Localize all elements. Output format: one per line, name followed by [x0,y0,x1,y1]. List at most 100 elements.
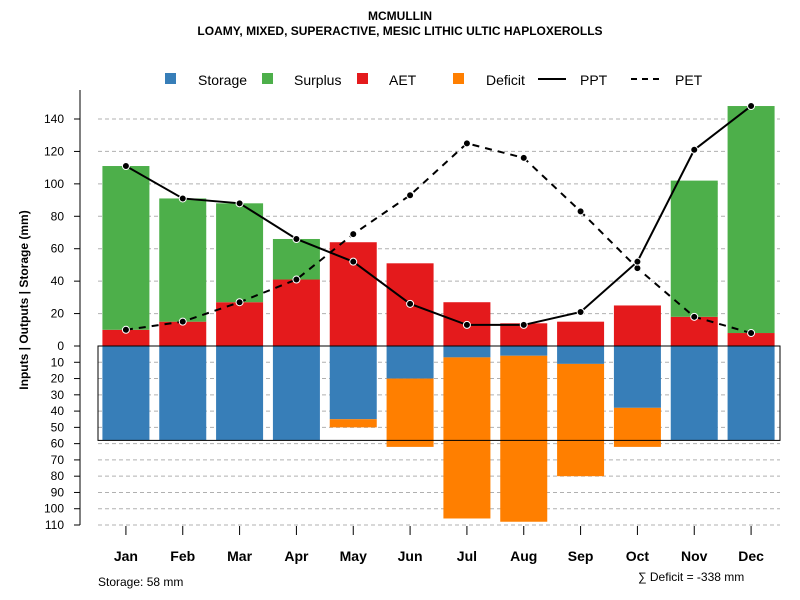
storage-bar [557,346,605,364]
ppt-line-point [121,162,130,171]
y-tick-label: 40 [51,404,65,418]
storage-bar [443,346,491,358]
deficit-bar [329,419,377,428]
aet-bar [159,321,207,346]
legend-pet-label: PET [675,72,703,88]
y-tick-label: 140 [44,112,64,126]
pet-line [125,142,752,334]
y-tick-label: 40 [51,274,65,288]
deficit-note: ∑ Deficit = -338 mm [638,570,745,584]
storage-bar [670,346,718,441]
ppt-line-point [292,234,301,243]
legend-deficit-label: Deficit [486,72,525,88]
legend-aet-swatch [357,73,368,84]
pet-line-point [747,329,756,338]
axes: 0 20 40 60 80 100 120 140 10 20 30 40 50 60 70 80 90 100 1… [44,90,764,564]
chart-subtitle: LOAMY, MIXED, SUPERACTIVE, MESIC LITHIC … [197,24,603,38]
series-lines [121,102,756,338]
x-tick-label: Sep [568,548,594,564]
aet-bar [272,279,320,346]
aet-bar [557,321,605,346]
deficit-bar [443,357,491,519]
aet-bar [727,333,775,346]
x-tick-label: Apr [284,548,309,564]
grid-lines [98,118,780,526]
surplus-bar [102,166,150,330]
y-tick-label: 80 [51,209,65,223]
pet-line-point [462,139,471,148]
y-tick-label: 0 [57,339,64,353]
x-tick-label: Jul [457,548,477,564]
x-tick-label: Oct [626,548,650,564]
pet-line-point [349,230,358,239]
storage-bar [159,346,207,441]
x-tick-label: Aug [510,548,537,564]
storage-capacity-box [97,345,781,441]
aet-bar [216,302,264,346]
y-tick-label: 100 [44,177,64,191]
ppt-line [125,105,752,326]
surplus-bar [670,180,718,317]
ppt-line-point [462,320,471,329]
legend-deficit-swatch [453,73,464,84]
x-tick-label: Nov [681,548,708,564]
ppt-line-point [519,320,528,329]
y-tick-label: 20 [51,372,65,386]
y-axis-label: Inputs | Outputs | Storage (mm) [17,210,31,389]
storage-bar [500,346,548,356]
x-tick-label: Mar [227,548,252,564]
pet-line-point [235,298,244,307]
ppt-line-point [178,194,187,203]
pet-line-point [121,325,130,334]
legend-storage-swatch [165,73,176,84]
surplus-bar [727,106,775,334]
pet-line-point [690,312,699,321]
legend-storage-label: Storage [198,72,247,88]
pet-line-point [178,317,187,326]
y-tick-label: 60 [51,437,65,451]
y-tick-label: 90 [51,485,65,499]
x-tick-label: Jun [398,548,423,564]
storage-bar [386,346,434,379]
legend-surplus-label: Surplus [294,72,341,88]
y-tick-label: 120 [44,144,64,158]
ppt-line-point [690,145,699,154]
ppt-line-point [747,102,756,111]
legend-aet-label: AET [389,72,417,88]
x-tick-label: May [340,548,367,564]
ppt-line-point [576,307,585,316]
storage-bar [727,346,775,441]
aet-bar [613,305,661,346]
deficit-bar [613,407,661,447]
pet-line-point [292,275,301,284]
storage-bar [216,346,264,441]
ppt-line-point [406,299,415,308]
y-tick-label: 10 [51,355,65,369]
pet-line-point [519,153,528,162]
deficit-bar [386,378,434,447]
x-tick-label: Dec [738,548,764,564]
surplus-bar [159,198,207,322]
surplus-bar [216,203,264,303]
pet-line-point [633,264,642,273]
storage-note: Storage: 58 mm [98,575,184,589]
aet-bar [500,323,548,346]
pet-line-point [576,207,585,216]
y-tick-label: 60 [51,242,65,256]
aet-bar [102,329,150,346]
pet-line-point [406,191,415,200]
storage-bar [102,346,150,441]
storage-bar [329,346,377,420]
x-tick-label: Jan [114,548,138,564]
chart-title: MCMULLIN [368,9,432,23]
y-tick-label: 70 [51,453,65,467]
y-tick-label: 80 [51,469,65,483]
y-tick-label: 100 [44,502,64,516]
legend: Storage Surplus AET Deficit PPT PET [165,72,703,88]
x-tick-label: Feb [170,548,195,564]
y-tick-label: 110 [45,518,64,532]
deficit-bar [557,363,605,477]
storage-bar [613,346,661,408]
bars [97,106,781,522]
